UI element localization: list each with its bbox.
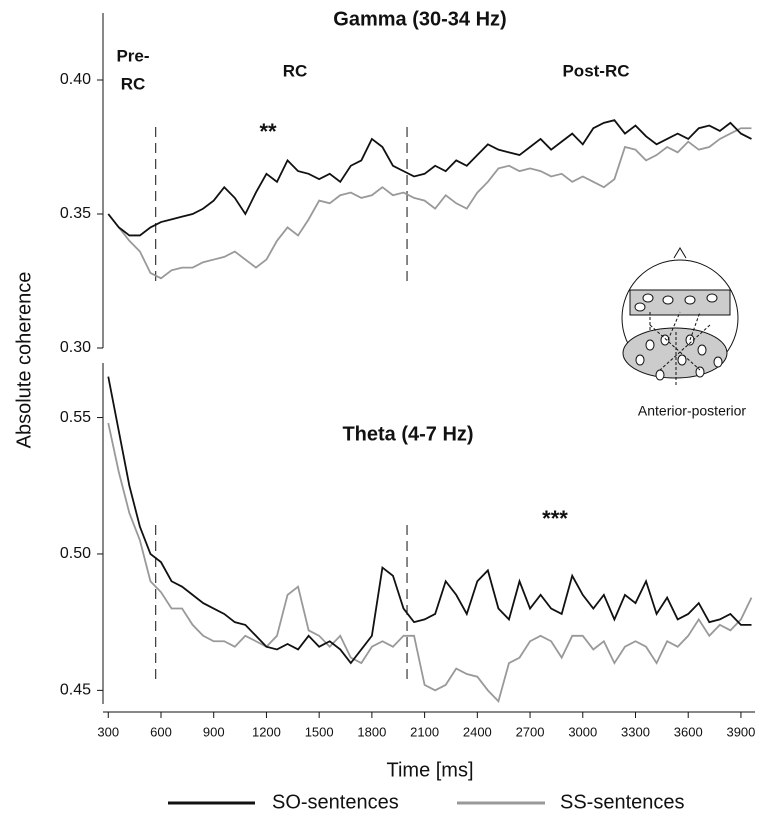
x-tick-label: 2100 (410, 724, 439, 739)
panel-title: Theta (4-7 Hz) (342, 423, 473, 445)
y-tick-label: 0.35 (60, 205, 91, 222)
y-tick-label: 0.50 (60, 545, 91, 562)
series-line (107, 376, 752, 665)
x-axis-label: Time [ms] (386, 759, 473, 781)
y-tick-label: 0.55 (60, 409, 91, 426)
x-tick-label: 300 (97, 724, 119, 739)
x-tick-label: 1200 (252, 724, 281, 739)
x-tick-label: 3000 (568, 724, 597, 739)
x-tick-label: 1800 (357, 724, 386, 739)
panel-title: Gamma (30-34 Hz) (333, 8, 506, 30)
legend-label: SO-sentences (272, 791, 399, 813)
x-tick-label: 3300 (621, 724, 650, 739)
annotation: Post-RC (562, 61, 629, 80)
x-tick-label: 2700 (516, 724, 545, 739)
annotation: RC (283, 61, 308, 80)
inset-label: Anterior-posterior (638, 403, 746, 419)
annotation: *** (542, 506, 568, 531)
y-axis-label: Absolute coherence (13, 272, 35, 449)
x-tick-label: 3900 (726, 724, 755, 739)
x-tick-label: 600 (150, 724, 172, 739)
x-tick-label: 1500 (305, 724, 334, 739)
series-line (107, 422, 753, 704)
inset-diagram (621, 247, 739, 385)
series-line (107, 119, 752, 237)
annotation: RC (121, 74, 146, 93)
y-tick-label: 0.40 (60, 71, 91, 88)
x-tick-label: 900 (203, 724, 225, 739)
y-tick-label: 0.30 (60, 339, 91, 356)
x-tick-label: 2400 (463, 724, 492, 739)
annotation: ** (259, 119, 277, 144)
x-tick-label: 3600 (674, 724, 703, 739)
annotation: Pre- (116, 46, 149, 65)
series-line (107, 127, 752, 280)
y-tick-label: 0.45 (60, 682, 91, 699)
legend-label: SS-sentences (560, 791, 685, 813)
